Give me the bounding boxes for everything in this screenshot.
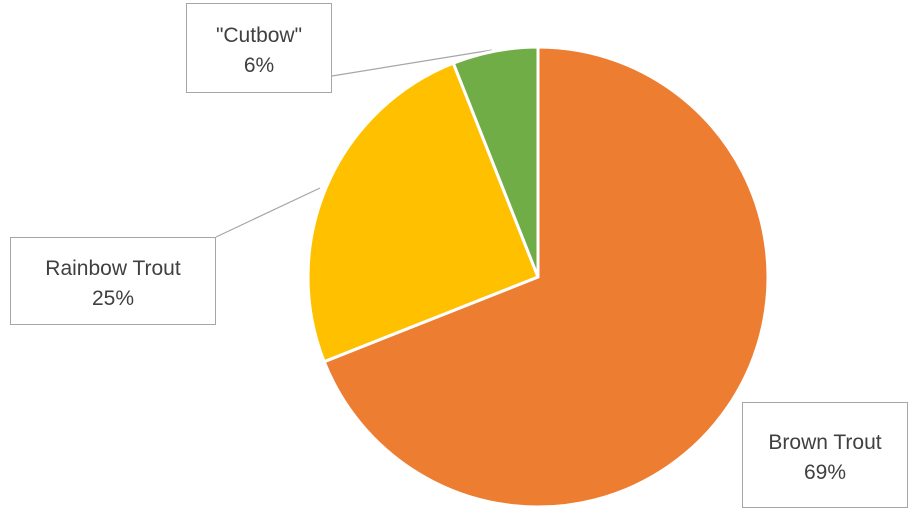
callout-brown-trout: Brown Trout 69% (742, 402, 908, 508)
slice-label: Rainbow Trout (45, 257, 181, 280)
slice-label: Brown Trout (768, 431, 881, 454)
callout-rainbow-trout: Rainbow Trout 25% (10, 237, 216, 325)
slice-percent-label: 25% (92, 287, 134, 310)
slice-label: "Cutbow" (216, 24, 302, 47)
slice-cutbow (451, 45, 540, 279)
slice-rainbow-trout (306, 61, 540, 364)
data-label-callouts: Brown Trout 69% Rainbow Trout 25% "Cutbow" 6% (10, 3, 908, 508)
callout-box (186, 3, 332, 93)
callout-box (10, 237, 216, 325)
slice-percent-label: 6% (244, 54, 274, 77)
leader-line-rainbow-trout (215, 187, 321, 238)
slice-brown-trout (322, 45, 770, 508)
pie-slices (306, 45, 770, 508)
slice-percent-label: 69% (804, 461, 846, 484)
callout-box (742, 402, 908, 508)
leader-lines (215, 49, 493, 238)
callout-cutbow: "Cutbow" 6% (186, 3, 332, 93)
leader-line-cutbow (331, 49, 493, 77)
